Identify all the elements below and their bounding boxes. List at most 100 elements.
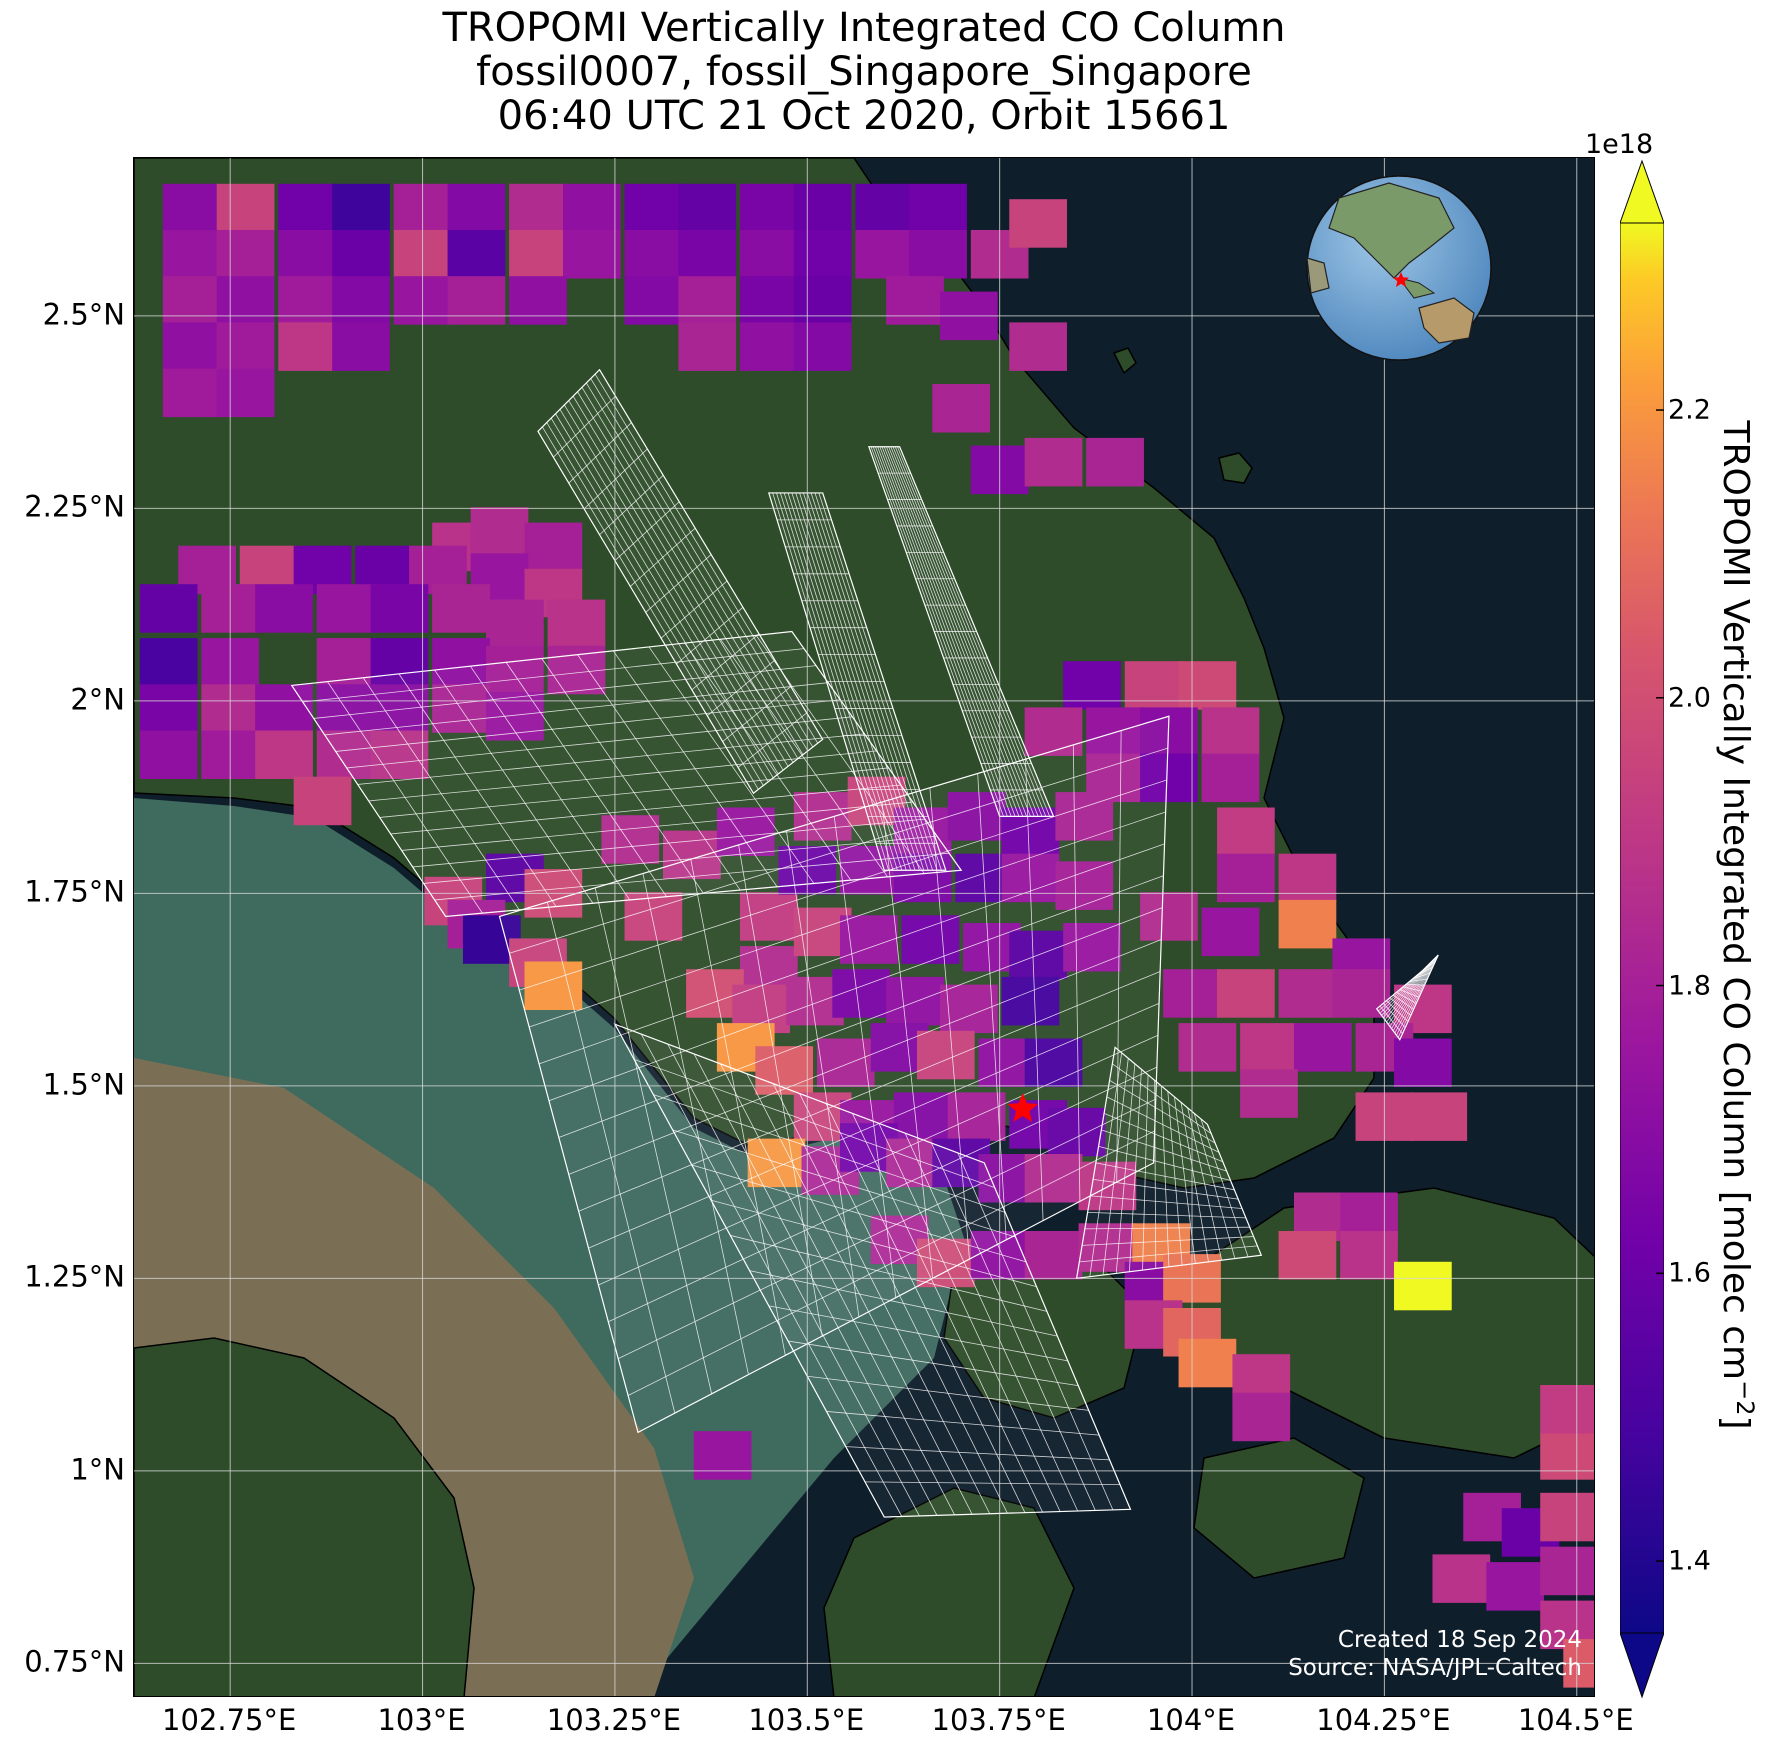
- co-pixel: [793, 183, 852, 233]
- map-canvas[interactable]: [134, 158, 1595, 1697]
- co-pixel: [1278, 853, 1337, 903]
- y-tick-label: 1.75°N: [24, 874, 125, 909]
- colorbar-tick-label: 1.4: [1668, 1545, 1711, 1577]
- colorbar-tick-label: 2.0: [1668, 682, 1711, 714]
- co-pixel: [524, 522, 583, 572]
- co-pixel: [139, 584, 198, 633]
- co-pixel: [255, 730, 313, 780]
- co-pixel: [601, 815, 660, 864]
- co-pixel: [1278, 969, 1337, 1018]
- co-pixel: [1540, 1384, 1594, 1434]
- footprint-swath: [498, 715, 1170, 1434]
- co-pixel: [255, 684, 313, 733]
- co-pixel: [255, 584, 313, 633]
- co-pixel: [916, 1030, 975, 1080]
- co-pixel: [1140, 753, 1198, 803]
- co-pixel: [678, 322, 737, 371]
- co-pixel: [509, 229, 567, 279]
- co-pixel: [932, 383, 991, 433]
- co-pixel: [793, 322, 852, 371]
- co-pixel: [316, 584, 375, 633]
- co-pixel: [1394, 1038, 1452, 1088]
- target-star-marker: [1007, 1093, 1038, 1122]
- co-pixel: [816, 1038, 875, 1088]
- inset-globe-star-icon: [1393, 272, 1409, 287]
- co-pixel-layer: [139, 183, 1594, 1688]
- co-pixel: [693, 1431, 752, 1480]
- colorbar-tickmarks: [1656, 409, 1664, 1562]
- co-pixel: [1540, 1492, 1594, 1542]
- colorbar-tick-label: 1.6: [1668, 1257, 1711, 1289]
- y-tick-label: 2.5°N: [42, 297, 125, 332]
- co-pixel: [278, 276, 336, 325]
- co-pixel: [278, 183, 336, 233]
- colorbar-tick-label: 1.8: [1668, 970, 1711, 1002]
- co-pixel: [332, 229, 390, 279]
- co-pixel: [1540, 1546, 1594, 1596]
- co-pixel: [1024, 437, 1083, 487]
- y-tick-label: 0.75°N: [24, 1644, 125, 1679]
- co-pixel: [624, 229, 683, 279]
- co-pixel: [1201, 907, 1260, 957]
- y-tick-label: 2.25°N: [24, 489, 125, 524]
- co-pixel: [1432, 1554, 1491, 1603]
- co-pixel: [216, 183, 275, 233]
- co-pixel: [1024, 1153, 1083, 1203]
- co-pixel: [447, 229, 506, 279]
- co-pixel: [1293, 1023, 1352, 1072]
- co-pixel: [1394, 1261, 1452, 1311]
- co-pixel: [1240, 1069, 1298, 1118]
- sumatra-coast-landmass: [134, 1337, 475, 1696]
- co-pixel: [162, 368, 221, 418]
- co-pixel: [1340, 1230, 1398, 1280]
- co-pixel: [162, 276, 221, 325]
- colorbar-label: TROPOMI Vertically Integrated CO Column …: [1715, 155, 1763, 1695]
- x-tick-label: 103.25°E: [546, 1703, 682, 1737]
- co-pixel: [1047, 1107, 1106, 1157]
- x-tick-label: 104.25°E: [1316, 1703, 1451, 1737]
- co-pixel: [739, 229, 798, 279]
- co-pixel: [1078, 1161, 1137, 1211]
- x-tick-label: 104°E: [1146, 1703, 1236, 1737]
- co-pixel: [278, 322, 336, 371]
- co-pixel: [139, 638, 198, 687]
- co-pixel: [486, 691, 544, 741]
- co-pixel: [486, 645, 544, 695]
- y-tick-label: 2°N: [70, 682, 125, 717]
- colorbar-label-text: TROPOMI Vertically Integrated CO Column …: [1715, 420, 1756, 1381]
- co-pixel: [162, 229, 221, 279]
- co-pixel: [139, 684, 198, 733]
- co-pixel: [332, 183, 390, 233]
- co-pixel: [278, 229, 336, 279]
- co-pixel: [909, 229, 967, 279]
- y-tick-label: 1°N: [70, 1452, 125, 1487]
- co-pixel: [678, 183, 737, 233]
- inset-globe-asia: [1328, 182, 1455, 279]
- co-pixel: [370, 638, 429, 687]
- co-pixel: [432, 638, 490, 687]
- co-pixel: [1063, 661, 1121, 710]
- co-pixel: [216, 322, 275, 371]
- co-pixel: [1124, 661, 1183, 710]
- co-pixel: [139, 730, 198, 780]
- footprint-swath: [290, 630, 963, 918]
- colorbar: [1620, 159, 1664, 1699]
- map-panel[interactable]: [133, 157, 1595, 1697]
- co-pixel: [1024, 707, 1083, 756]
- co-pixel: [1055, 861, 1114, 910]
- co-pixel: [624, 276, 683, 325]
- colorbar-tick-label: 2.2: [1668, 394, 1711, 426]
- co-pixel: [739, 183, 798, 233]
- co-pixel: [1178, 1023, 1237, 1072]
- co-pixel: [562, 229, 621, 279]
- co-pixel: [909, 183, 967, 233]
- island-tioman: [1218, 452, 1253, 484]
- colorbar-label-close: ]: [1715, 1415, 1756, 1430]
- y-tick-label: 1.25°N: [24, 1259, 125, 1294]
- footprint-swath: [768, 492, 947, 871]
- created-date-text: Created 18 Sep 2024: [1337, 1627, 1582, 1653]
- co-pixel: [1278, 1230, 1337, 1280]
- footer-credit: Created 18 Sep 2024 Source: NASA/JPL-Cal…: [1288, 1626, 1582, 1682]
- inset-globe-australia: [1418, 297, 1475, 344]
- co-pixel: [509, 276, 567, 325]
